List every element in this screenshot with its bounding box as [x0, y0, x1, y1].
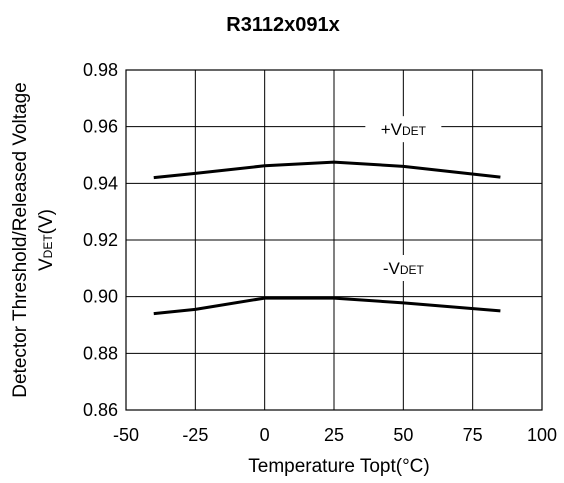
y-axis-label: Detector Threshold/Released Voltage: [10, 82, 31, 397]
x-tick-label: -25: [182, 425, 208, 445]
x-tick-label: 50: [393, 425, 413, 445]
series-label-main: -V: [383, 259, 401, 278]
series-group: +VDET-VDET: [153, 116, 501, 316]
y-axis-sub: DET: [41, 234, 55, 259]
chart-title: R3112x091x: [226, 14, 339, 36]
y-tick-labels: 0.86 0.88 0.90 0.92 0.94 0.96 0.98: [83, 60, 118, 420]
y-tick-label: 0.98: [83, 60, 118, 80]
y-tick-label: 0.92: [83, 230, 118, 250]
series-label: -VDET: [383, 259, 425, 278]
grid: [125, 69, 543, 411]
x-axis-label: Temperature Topt(°C): [248, 456, 429, 477]
series-label-main: +V: [381, 120, 403, 139]
x-tick-labels: -50 -25 0 25 50 75 100: [113, 425, 557, 445]
series-label: +VDET: [381, 120, 427, 139]
y-axis-label-line1: Detector Threshold/Released Voltage: [10, 82, 31, 397]
x-tick-label: 75: [463, 425, 483, 445]
series-line: [153, 296, 501, 316]
series-label-background: [365, 255, 442, 281]
y-axis-label-line2: VDET(V): [36, 209, 57, 271]
x-tick-label: 100: [527, 425, 557, 445]
y-tick-label: 0.96: [83, 117, 118, 137]
series-label-sub: DET: [400, 263, 425, 277]
y-tick-label: 0.90: [83, 287, 118, 307]
series-label-background: [365, 116, 442, 143]
x-tick-label: 0: [260, 425, 270, 445]
x-tick-label: 25: [324, 425, 344, 445]
y-axis-v: V: [36, 258, 57, 271]
plot-frame: [125, 69, 543, 411]
series-label-sub: DET: [402, 124, 427, 138]
y-tick-label: 0.94: [83, 173, 118, 193]
y-tick-label: 0.86: [83, 400, 118, 420]
x-tick-label: -50: [113, 425, 139, 445]
series-line: [153, 160, 501, 180]
y-tick-label: 0.88: [83, 343, 118, 363]
y-axis-label-2: VDET(V): [36, 209, 57, 271]
y-axis-unit: (V): [36, 209, 57, 234]
